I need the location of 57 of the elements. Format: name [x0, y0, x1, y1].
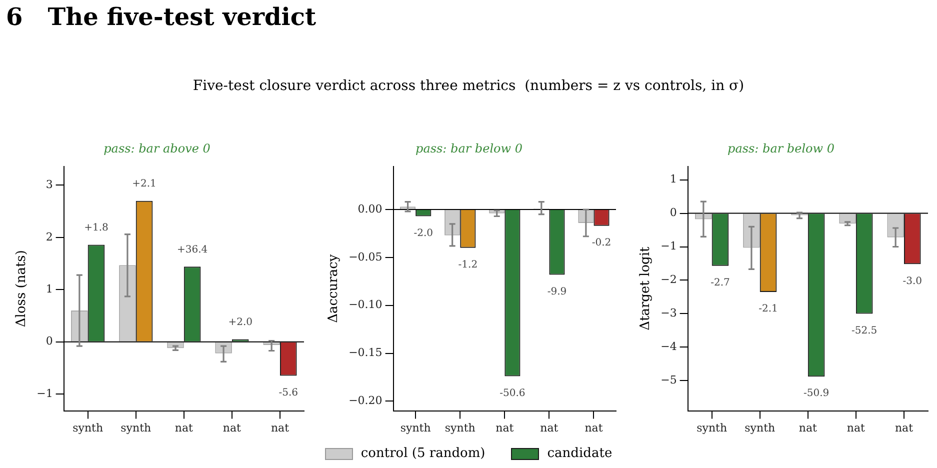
annotation: -5.6 — [278, 387, 298, 398]
chart-title: pass: bar below 0 — [416, 141, 523, 156]
x-tick-label: synth — [696, 421, 728, 434]
y-tick-label: 0 — [46, 334, 53, 348]
y-tick-label: 0.00 — [358, 202, 382, 216]
x-tick-label: nat — [222, 421, 242, 434]
x-tick-label: nat — [496, 421, 514, 434]
text: Five-test closure verdict across three metrics (numbers = z vs controls, in σ) — [192, 78, 746, 94]
y-tick-label: −0.05 — [348, 250, 382, 264]
y-tick-label: 1 — [46, 282, 53, 296]
y-tick-label: 1 — [670, 172, 677, 186]
y-tick-label: 2 — [46, 230, 53, 244]
y-axis-title: Δloss (nats) — [14, 250, 30, 328]
x-tick-label: nat — [894, 421, 914, 434]
legend-label: candidate — [547, 446, 612, 461]
legend-label: control (5 random) — [360, 446, 486, 461]
x-tick-label: synth — [444, 421, 476, 434]
y-axis-title: Δtarget logit — [638, 246, 654, 330]
annotation: +36.4 — [176, 244, 208, 256]
chart-title: pass: bar below 0 — [728, 141, 835, 156]
annotation: -3.0 — [902, 276, 922, 287]
y-tick-label: −0.10 — [348, 298, 382, 312]
annotation: -0.2 — [592, 237, 612, 248]
y-tick-label: −0.20 — [348, 394, 382, 408]
annotation: -2.1 — [758, 304, 778, 315]
annotation: -52.5 — [852, 325, 878, 336]
y-tick-label: −4 — [660, 340, 677, 354]
annotation: +2.0 — [228, 316, 252, 328]
annotation: -9.9 — [547, 286, 567, 298]
y-tick-label: 0 — [670, 206, 677, 220]
y-tick-label: −5 — [660, 374, 677, 387]
x-tick-label: synth — [400, 421, 431, 434]
annotation: -2.0 — [414, 228, 434, 239]
x-tick-label: nat — [798, 421, 818, 434]
annotation: -1.2 — [458, 259, 478, 270]
y-axis-title: Δaccuracy — [326, 254, 342, 323]
x-tick-label: nat — [270, 421, 290, 434]
y-tick-label: −3 — [660, 306, 677, 320]
annotation: -50.9 — [803, 388, 830, 400]
y-tick-label: 3 — [46, 178, 53, 192]
x-tick-label: synth — [120, 421, 152, 434]
x-tick-label: nat — [846, 421, 866, 434]
annotation: +1.8 — [84, 222, 108, 234]
annotation: +2.1 — [132, 178, 156, 190]
x-tick-label: nat — [584, 421, 604, 434]
x-tick-label: nat — [540, 421, 559, 434]
y-tick-label: −1 — [660, 240, 677, 253]
chart-title: pass: bar above 0 — [104, 141, 211, 156]
x-tick-label: synth — [744, 421, 776, 434]
text: 6 The five-test verdict — [6, 2, 316, 31]
y-tick-label: −0.15 — [348, 346, 382, 360]
annotation: -2.7 — [710, 277, 730, 288]
y-tick-label: −1 — [36, 386, 53, 400]
annotation: -50.6 — [500, 388, 526, 399]
x-tick-label: nat — [174, 421, 194, 434]
x-tick-label: synth — [72, 421, 104, 434]
y-tick-label: −2 — [660, 273, 677, 286]
